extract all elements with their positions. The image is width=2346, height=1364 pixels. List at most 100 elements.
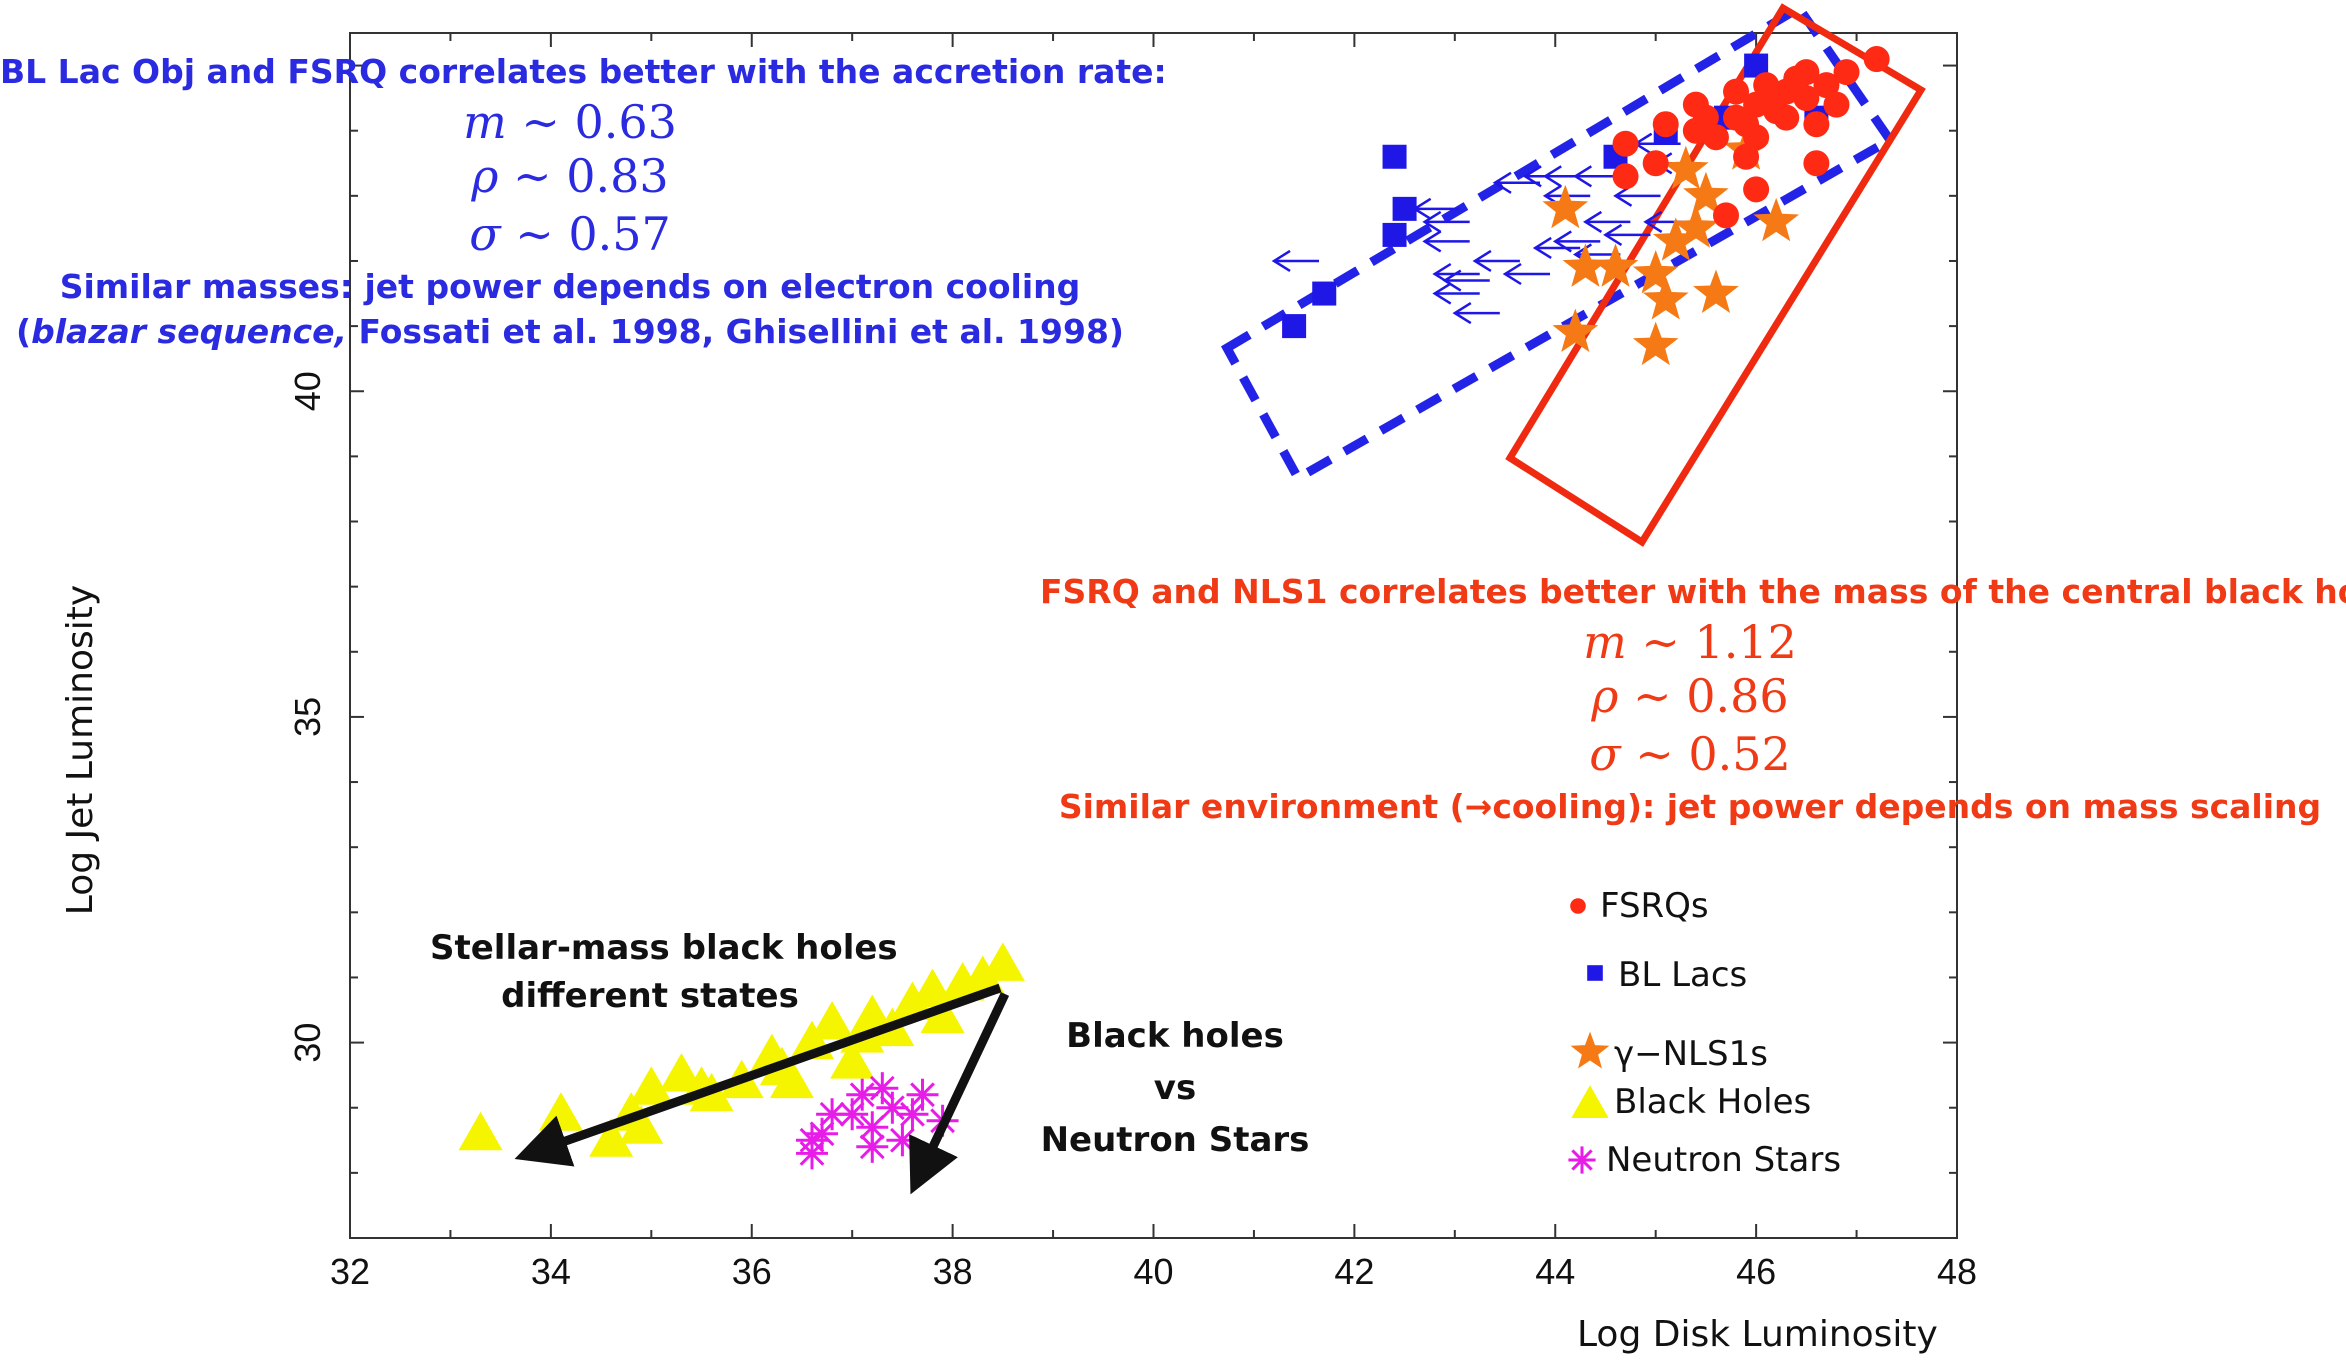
legend-label-neutronstars: Neutron Stars <box>1606 1140 1842 1180</box>
neutron-stars-point <box>796 1124 829 1157</box>
black-holes-point <box>910 968 955 1007</box>
-nls1s-point <box>1552 308 1599 352</box>
stellar-line-2: different states <box>501 976 799 1016</box>
-nls1s-point <box>1693 269 1739 313</box>
-nls1s-point <box>1673 204 1719 248</box>
upper-limit-arrow <box>1583 210 1631 233</box>
upper-limit-head <box>1542 165 1562 188</box>
x-tick-label: 42 <box>1334 1251 1374 1292</box>
upper-limit-head <box>1502 262 1522 286</box>
upper-limit-head <box>1452 302 1472 325</box>
stellar-states-arrow <box>514 983 1002 1167</box>
neutron-stars-point <box>866 1072 899 1105</box>
neutron-stars-point-stroke <box>900 1101 925 1127</box>
red-m-value: m ∼ 1.12 <box>1583 615 1797 669</box>
x-axis-title: Log Disk Luminosity <box>1577 1314 1938 1355</box>
-nls1s-point <box>1592 243 1639 287</box>
stellar-line-1: Stellar-mass black holes <box>430 928 898 968</box>
upper-limit-head <box>1271 249 1291 273</box>
neutron-stars-point-stroke <box>799 1127 825 1153</box>
-nls1s-point <box>1632 321 1679 366</box>
fsrqs-point <box>1803 150 1830 177</box>
blue-sigma-value: σ ∼ 0.57 <box>469 207 671 261</box>
fsrqs-point <box>1863 46 1890 73</box>
fsrqs-point <box>1642 150 1669 177</box>
blue-heading: BL Lac Obj and FSRQ correlates better wi… <box>0 52 1167 91</box>
neutron-stars-point-stroke <box>890 1127 915 1153</box>
legend-marker-square <box>1587 965 1603 981</box>
-nls1s-point <box>1642 276 1689 320</box>
upper-limit-head <box>1583 210 1603 233</box>
upper-limit-arrow <box>1603 223 1651 246</box>
annotation-arrows <box>514 983 1010 1195</box>
fsrqs-point <box>1803 111 1830 138</box>
x-tick-label: 36 <box>732 1251 772 1292</box>
legend-marker-asterisk-stroke <box>1571 1149 1593 1171</box>
bl-lacs-point <box>1382 144 1407 169</box>
blue-similar-masses: Similar masses: jet power depends on ele… <box>59 267 1081 306</box>
upper-limit-arrow <box>1532 236 1581 260</box>
y-tick-label: 35 <box>287 697 328 737</box>
bh-line-3: Neutron Stars <box>1040 1120 1310 1160</box>
upper-limit-head <box>1422 210 1442 233</box>
neutron-stars-point <box>896 1098 929 1131</box>
black-holes-point <box>920 994 965 1034</box>
legend-marker-star <box>1570 1031 1610 1069</box>
y-tick-label: 30 <box>287 1023 328 1063</box>
fsrqs-point <box>1612 163 1639 190</box>
black-holes-point <box>619 1105 664 1144</box>
-nls1s-point <box>1632 250 1679 294</box>
black-holes-point <box>980 942 1025 981</box>
upper-limit-head <box>1422 230 1442 253</box>
bl-lacs-point <box>1312 281 1337 306</box>
stellar-mass-annotation: Stellar-mass black holes different state… <box>430 928 898 1016</box>
-nls1s-point <box>1562 243 1609 287</box>
blue-annotation-block: BL Lac Obj and FSRQ correlates better wi… <box>0 52 1167 351</box>
neutron-stars-point <box>906 1078 939 1111</box>
upper-limit-head <box>1532 236 1552 260</box>
bh-line-1: Black holes <box>1066 1016 1284 1056</box>
x-tick-label: 34 <box>531 1251 571 1292</box>
upper-limit-head <box>1603 223 1623 246</box>
blue-citation: (blazar sequence, Fossati et al. 1998, G… <box>16 312 1124 351</box>
blue-rho-value: ρ ∼ 0.83 <box>471 149 669 203</box>
fsrqs-point <box>1813 72 1840 99</box>
red-annotation-block: FSRQ and NLS1 correlates better with the… <box>1040 572 2346 826</box>
upper-limit-head <box>1552 230 1572 253</box>
neutron-stars-point <box>886 1124 919 1157</box>
y-tick-label: 40 <box>287 371 328 411</box>
fsrqs-point <box>1692 104 1719 131</box>
upper-limit-head <box>1432 282 1452 305</box>
neutron-stars-point <box>856 1130 889 1163</box>
black-holes-point <box>830 1040 875 1079</box>
legend-label-bllacs: BL Lacs <box>1618 955 1748 995</box>
upper-limit-head <box>1472 249 1492 273</box>
highlight-regions <box>1220 1 1926 547</box>
-nls1s-point <box>1683 171 1729 216</box>
bl-lacs-point <box>1282 314 1307 339</box>
fsrqs-point <box>1733 111 1760 138</box>
fsrqs-point <box>1733 143 1760 170</box>
upper-limit-arrow <box>1432 282 1480 305</box>
upper-limit-head <box>1442 269 1462 292</box>
fsrqs-point <box>1652 111 1679 138</box>
black-holes-point <box>458 1111 503 1151</box>
upper-limit-arrow <box>1452 302 1500 325</box>
legend-label-fsrqs: FSRQs <box>1600 886 1709 926</box>
-nls1s-point <box>1663 145 1709 190</box>
fsrqs-point <box>1743 176 1770 203</box>
blue-m-value: m ∼ 0.63 <box>463 95 677 149</box>
red-heading: FSRQ and NLS1 correlates better with the… <box>1040 572 2346 611</box>
legend-label-nls1s: γ−NLS1s <box>1614 1034 1768 1074</box>
fsrqs-point <box>1793 85 1820 112</box>
fsrqs-point <box>1833 59 1860 86</box>
fsrqs-point <box>1723 78 1750 105</box>
upper-limit-head <box>1492 171 1512 194</box>
bh-vs-ns-annotation: Black holes vs Neutron Stars <box>1040 1016 1310 1160</box>
red-sigma-value: σ ∼ 0.52 <box>1589 727 1791 781</box>
upper-limit-arrow <box>1552 230 1601 253</box>
black-holes-point <box>659 1053 704 1092</box>
fsrqs-point <box>1823 91 1850 118</box>
upper-limit-arrow <box>1271 249 1320 273</box>
black-holes-point <box>810 1001 855 1040</box>
